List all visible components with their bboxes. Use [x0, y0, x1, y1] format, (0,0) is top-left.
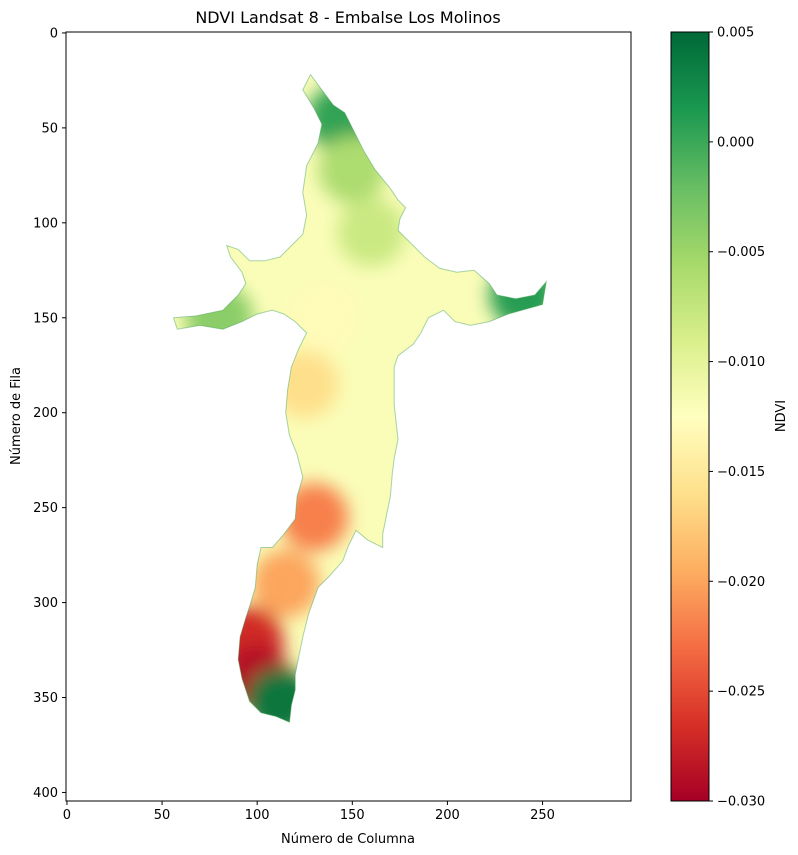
x-tick-label: 50 — [154, 808, 171, 823]
colorbar-tick-label: 0.000 — [717, 135, 754, 150]
y-tick-label: 300 — [33, 596, 58, 611]
chart-title: NDVI Landsat 8 - Embalse Los Molinos — [195, 8, 500, 27]
colorbar-tick-label: −0.030 — [717, 795, 765, 810]
colorbar-tick-label: −0.020 — [717, 575, 765, 590]
y-tick-label: 50 — [41, 121, 58, 136]
colorbar-tick-label: −0.010 — [717, 355, 765, 370]
x-tick-label: 250 — [530, 808, 555, 823]
ndvi-zone — [280, 483, 349, 552]
ndvi-zone — [327, 397, 396, 466]
x-tick-label: 150 — [340, 808, 365, 823]
colorbar-ticks: 0.005 0.000 −0.005 −0.010 −0.015 −0.020 −0.025… — [709, 26, 765, 810]
colorbar-tick-label: −0.015 — [717, 465, 765, 480]
colorbar-gradient — [670, 31, 710, 802]
ndvi-zone — [289, 283, 358, 352]
ndvi-zone — [337, 198, 406, 267]
x-axis-label: Número de Columna — [281, 832, 415, 847]
x-tick-label: 200 — [435, 808, 460, 823]
x-tick-label: 100 — [245, 808, 270, 823]
colorbar: 0.005 0.000 −0.005 −0.010 −0.015 −0.020 −0.025… — [670, 26, 789, 810]
y-axis-label: Número de Fila — [9, 367, 24, 465]
y-axis: 0 50 100 150 200 250 300 350 400 — [33, 26, 66, 801]
plot-area — [65, 31, 632, 802]
y-tick-label: 400 — [33, 786, 58, 801]
plot-frame — [65, 31, 632, 802]
y-tick-label: 150 — [33, 311, 58, 326]
x-tick-label: 0 — [63, 808, 71, 823]
lake-shoreline — [172, 73, 548, 723]
y-tick-label: 350 — [33, 691, 58, 706]
y-tick-label: 0 — [50, 26, 58, 41]
colorbar-tick-label: −0.005 — [717, 245, 765, 260]
colorbar-tick-label: 0.005 — [717, 26, 754, 41]
ndvi-zone — [251, 549, 320, 618]
colorbar-label: NDVI — [774, 400, 789, 432]
y-tick-label: 250 — [33, 501, 58, 516]
colorbar-tick-label: −0.025 — [717, 685, 765, 700]
y-tick-label: 100 — [33, 216, 58, 231]
y-tick-label: 200 — [33, 406, 58, 421]
x-axis: 0 50 100 150 200 250 — [63, 801, 555, 823]
